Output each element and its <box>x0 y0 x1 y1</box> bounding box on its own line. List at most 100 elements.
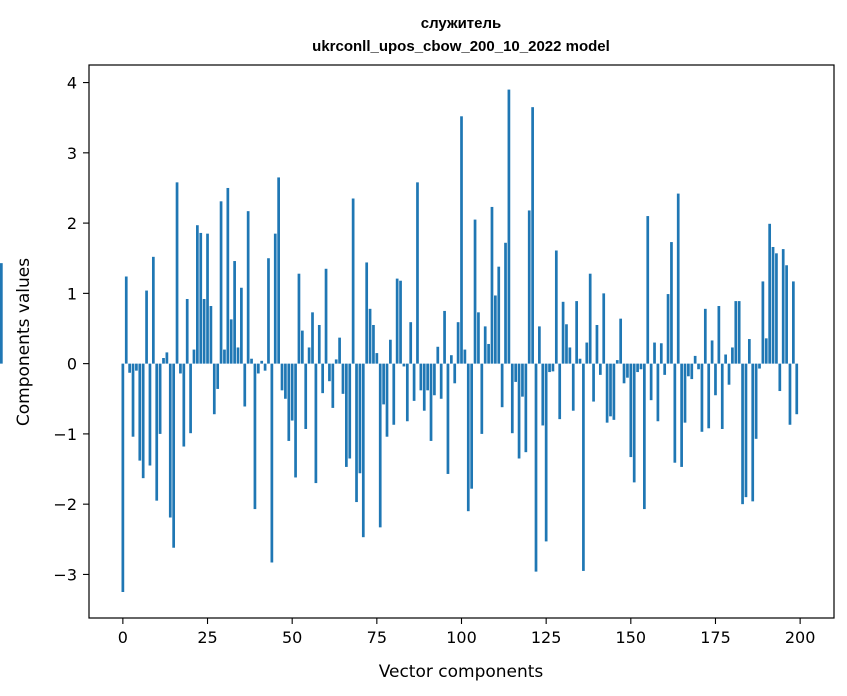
bar-190 <box>764 338 768 364</box>
bar-189 <box>761 281 765 364</box>
bar-49 <box>287 363 291 441</box>
bar-undefined <box>0 263 3 364</box>
bar-130 <box>561 301 565 364</box>
bar-32 <box>229 319 233 364</box>
bar-31 <box>226 187 230 364</box>
bar-166 <box>683 363 687 423</box>
y-axis-ticks: −3 −2 −1 0 1 2 3 4 <box>53 74 89 584</box>
bar-172 <box>703 308 707 364</box>
bar-137 <box>585 342 589 364</box>
bar-88 <box>419 363 423 391</box>
bar-77 <box>382 363 385 405</box>
bar-55 <box>307 347 311 364</box>
bar-8 <box>148 363 152 466</box>
bar-171 <box>700 363 704 432</box>
bar-113 <box>504 242 507 364</box>
bar-70 <box>358 363 362 474</box>
chart-title-line2: ukrconll_upos_cbow_200_10_2022 model <box>312 38 610 55</box>
bar-92 <box>433 363 436 396</box>
bar-181 <box>734 301 738 364</box>
x-tick-label: 150 <box>616 628 647 647</box>
bar-141 <box>598 363 602 375</box>
bar-63 <box>334 359 338 364</box>
bar-93 <box>436 346 440 364</box>
bar-115 <box>510 363 514 434</box>
bar-179 <box>727 363 731 385</box>
bar-28 <box>216 363 220 389</box>
x-tick-label: 0 <box>118 628 128 647</box>
bar-65 <box>341 363 345 394</box>
bar-48 <box>284 363 287 399</box>
bar-71 <box>361 363 365 538</box>
bars-group <box>0 89 799 592</box>
bar-24 <box>202 298 206 364</box>
bar-45 <box>273 233 277 364</box>
bar-47 <box>280 363 284 391</box>
bar-143 <box>605 363 609 423</box>
bar-39 <box>253 363 257 510</box>
bar-184 <box>744 363 748 498</box>
chart-title-line1: служитель <box>421 15 502 32</box>
x-axis-label: Vector components <box>379 662 544 682</box>
bar-145 <box>612 363 616 420</box>
y-tick-label: −1 <box>53 425 77 444</box>
bar-139 <box>592 363 595 402</box>
bar-53 <box>300 330 304 364</box>
bar-108 <box>487 343 490 364</box>
bar-27 <box>212 363 216 415</box>
bar-199 <box>795 363 799 415</box>
bar-98 <box>453 363 457 384</box>
x-tick-label: 125 <box>531 628 562 647</box>
bar-165 <box>680 363 683 467</box>
bar-9 <box>151 256 155 364</box>
x-tick-label: 200 <box>785 628 816 647</box>
bar-116 <box>514 363 518 382</box>
bar-131 <box>565 324 568 364</box>
bar-140 <box>595 324 599 364</box>
bar-64 <box>338 337 341 364</box>
x-axis-ticks: 0 25 50 75 100 125 150 175 200 <box>118 618 816 647</box>
bar-0 <box>121 363 125 592</box>
bar-126 <box>548 363 551 373</box>
bar-150 <box>629 363 633 458</box>
bar-110 <box>494 295 497 364</box>
bar-193 <box>775 253 778 364</box>
bar-21 <box>192 349 196 364</box>
bar-135 <box>578 358 582 364</box>
bar-16 <box>175 182 179 364</box>
bar-99 <box>456 322 460 364</box>
bar-183 <box>741 363 744 505</box>
bar-127 <box>551 363 555 372</box>
bar-158 <box>656 363 660 422</box>
bar-5 <box>138 363 142 461</box>
bar-22 <box>196 225 199 364</box>
bar-25 <box>206 233 209 364</box>
x-tick-label: 175 <box>700 628 731 647</box>
bar-195 <box>781 249 785 364</box>
bar-82 <box>399 280 402 364</box>
bar-168 <box>690 363 694 380</box>
bar-154 <box>643 363 646 510</box>
bar-107 <box>483 326 487 364</box>
bar-101 <box>463 349 467 364</box>
y-axis-label: Components values <box>14 258 34 426</box>
bar-114 <box>507 89 511 364</box>
bar-151 <box>632 363 636 483</box>
bar-120 <box>527 210 531 364</box>
bar-159 <box>659 343 663 364</box>
bar-163 <box>673 363 677 463</box>
bar-155 <box>646 216 650 364</box>
bar-78 <box>385 363 389 437</box>
bar-46 <box>277 177 280 364</box>
bar-162 <box>670 242 673 364</box>
bar-59 <box>321 363 325 394</box>
bar-102 <box>466 363 470 512</box>
bar-132 <box>568 347 572 364</box>
bar-106 <box>480 363 484 434</box>
bar-38 <box>250 358 253 364</box>
bar-111 <box>497 266 501 364</box>
bar-72 <box>365 262 369 364</box>
bar-80 <box>392 363 396 425</box>
bar-43 <box>267 258 270 364</box>
bar-95 <box>443 310 446 364</box>
